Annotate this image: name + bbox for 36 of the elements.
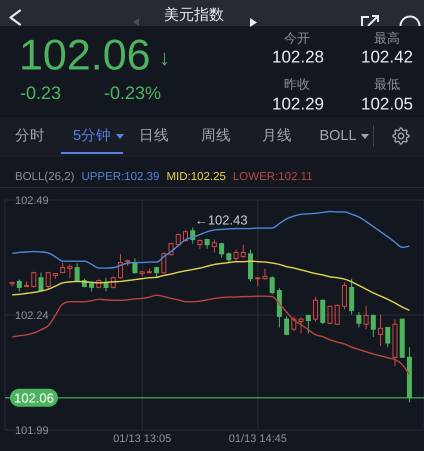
text: 昨收 bbox=[284, 76, 310, 92]
text: -0.23 bbox=[20, 83, 62, 103]
text: 周线 bbox=[201, 128, 231, 144]
text: 102.06 bbox=[19, 32, 151, 80]
y-tick-label: 102.49 bbox=[15, 194, 49, 207]
legend-title: BOLL(26,2) bbox=[15, 171, 74, 183]
x-tick-label: 01/13 14:45 bbox=[228, 432, 287, 445]
text: 日线 bbox=[139, 128, 169, 144]
line-series bbox=[12, 294, 410, 376]
text: 102.29 bbox=[272, 94, 324, 114]
text: 5分钟 bbox=[72, 128, 112, 144]
y-tick-label: 101.99 bbox=[15, 424, 49, 437]
text: 最高 bbox=[374, 30, 400, 46]
candlestick bbox=[378, 314, 384, 347]
text: MID:102.25 bbox=[166, 171, 226, 183]
candlestick bbox=[212, 239, 217, 253]
y-tick-label: 102.24 bbox=[15, 310, 49, 322]
text: -0.23% bbox=[104, 83, 162, 103]
text: 102.28 bbox=[272, 48, 324, 66]
text: 102.05 bbox=[361, 94, 413, 114]
text: 102.42 bbox=[361, 48, 413, 66]
text: 最低 bbox=[374, 76, 400, 92]
text: 今开 bbox=[284, 30, 310, 46]
x-tick-label: 01/13 13:05 bbox=[113, 432, 172, 445]
candlestick bbox=[248, 249, 254, 282]
text: 分时 bbox=[15, 128, 45, 144]
candlestick bbox=[364, 306, 369, 330]
chart-title: 美元指数 bbox=[164, 6, 224, 24]
text: UPPER:102.39 bbox=[81, 171, 160, 183]
text: ↓ bbox=[159, 45, 170, 70]
text: LOWER:102.11 bbox=[232, 171, 313, 183]
ref-line-label: 102.06 bbox=[14, 390, 54, 406]
text: BOLL bbox=[319, 128, 357, 144]
text: 月线 bbox=[262, 128, 292, 144]
line-series bbox=[12, 260, 410, 312]
annotation: ←102.43 bbox=[194, 212, 248, 228]
